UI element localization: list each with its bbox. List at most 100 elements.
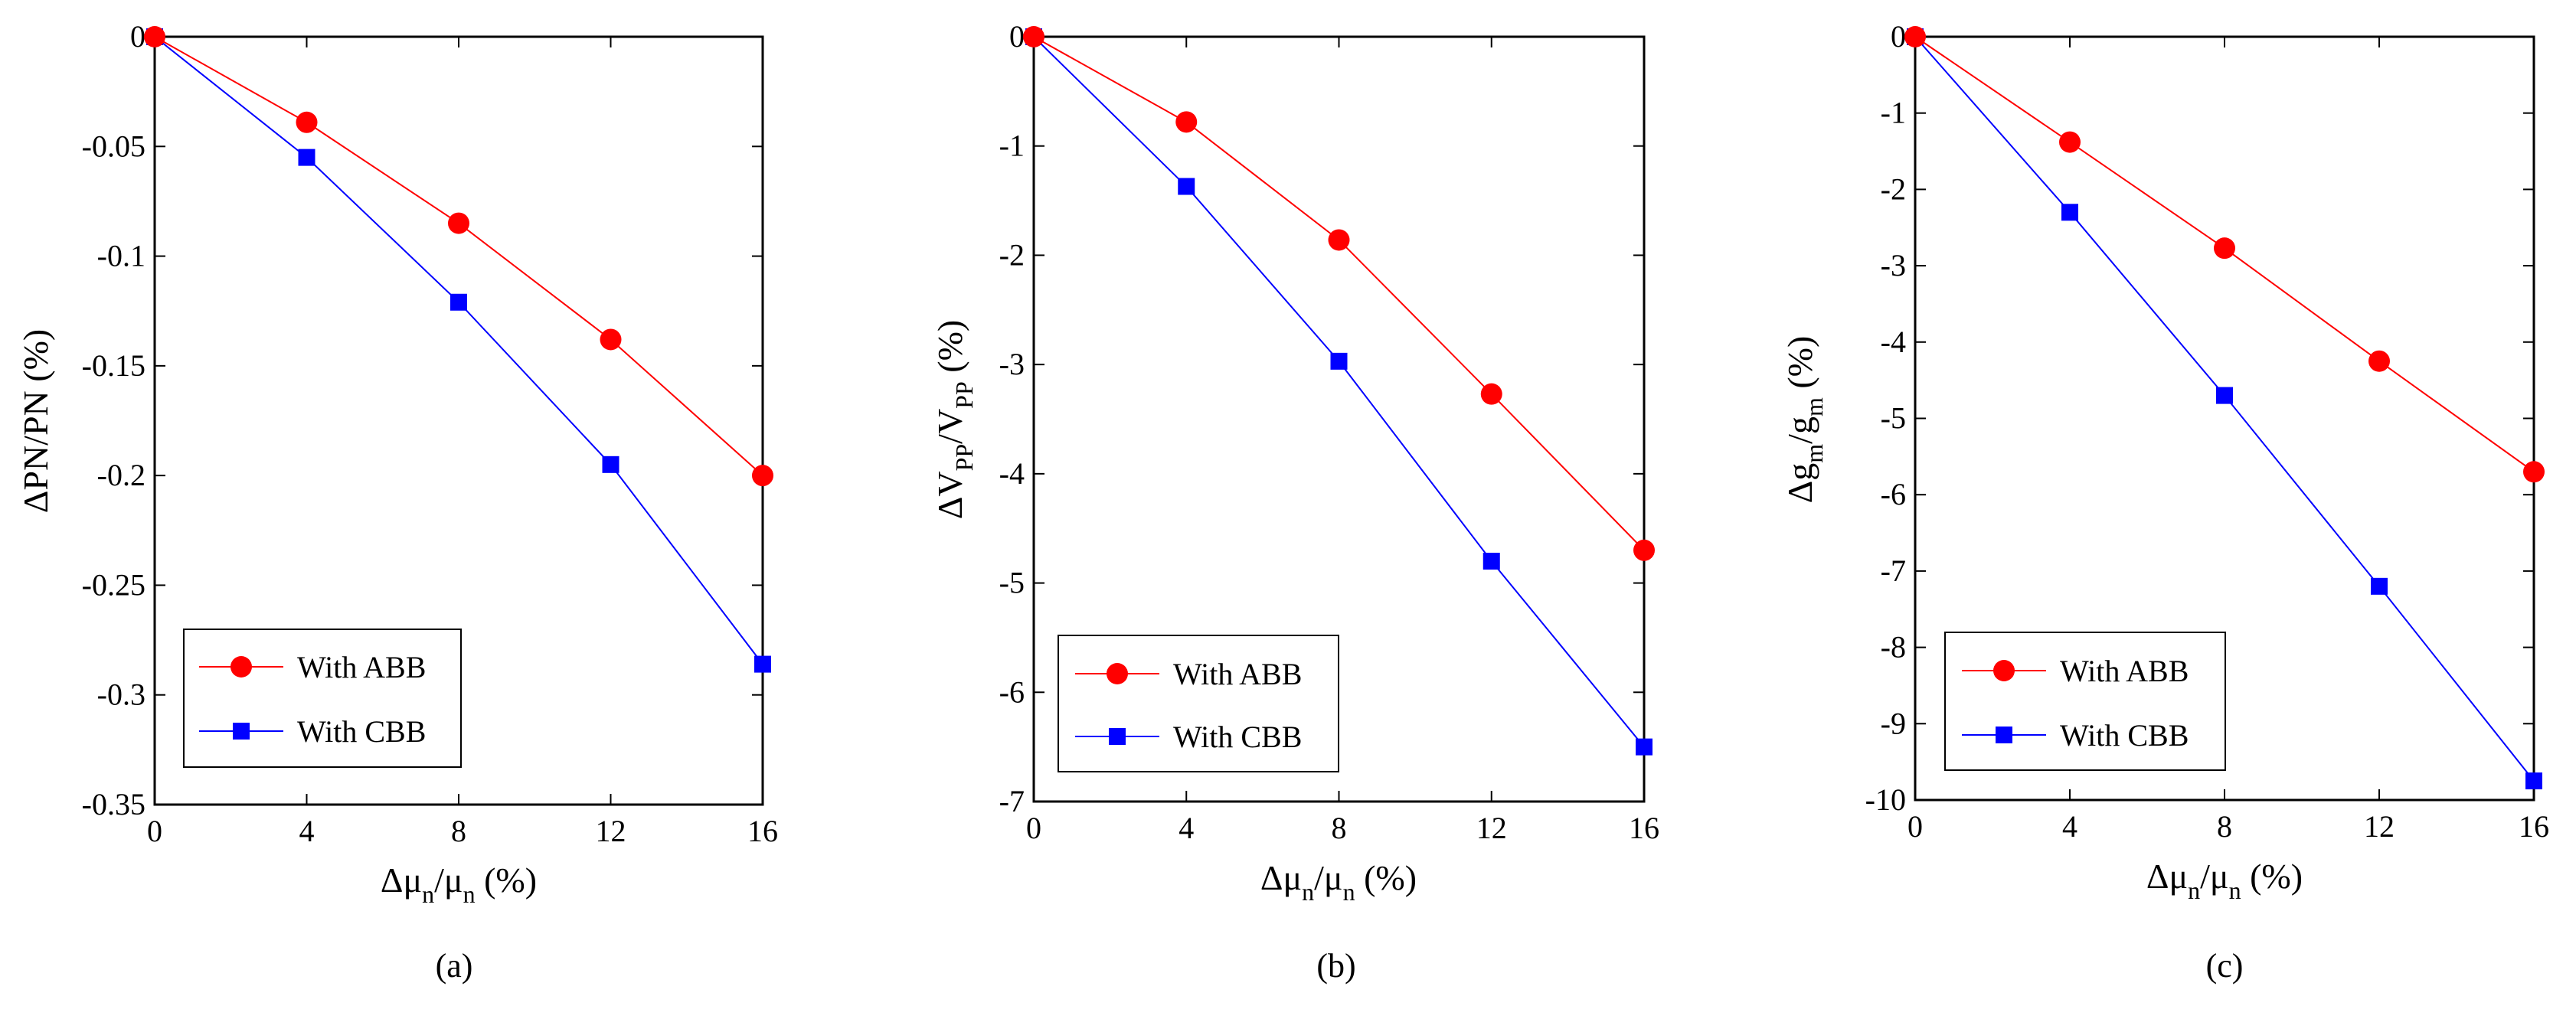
y-tick-label: -10 <box>1865 782 1906 817</box>
y-tick-label: -4 <box>1881 325 1906 359</box>
data-point-with-cbb <box>2525 772 2542 790</box>
data-point-with-abb <box>2059 131 2081 153</box>
x-tick-group-a: 0 4 8 12 16 <box>147 37 778 848</box>
data-point-with-abb <box>1175 111 1198 133</box>
x-tick-label: 8 <box>451 814 466 848</box>
x-axis-label-c: Δμn/μn (%) <box>2146 857 2303 904</box>
data-point-with-cbb <box>1483 553 1500 570</box>
series-group-b <box>1023 26 1655 756</box>
y-tick-label: -0.05 <box>82 129 145 163</box>
y-tick-label: 0 <box>1891 19 1906 54</box>
y-tick-label: -5 <box>999 566 1025 600</box>
legend-marker-cbb-a <box>233 723 250 740</box>
y-tick-label: -0.1 <box>97 239 145 273</box>
legend-box-b <box>1058 635 1339 772</box>
legend-marker-abb-c <box>1993 660 2015 681</box>
y-tick-label: 0 <box>130 19 145 54</box>
data-point-with-abb <box>1328 229 1350 251</box>
legend-marker-abb-b <box>1107 663 1128 684</box>
x-tick-label: 4 <box>299 814 315 848</box>
data-point-with-abb <box>296 111 318 133</box>
legend-marker-cbb-c <box>1996 727 2012 743</box>
series-group-a <box>144 26 773 673</box>
x-tick-label: 4 <box>1178 811 1194 845</box>
data-point-with-abb <box>2214 237 2235 260</box>
data-point-with-cbb <box>2371 577 2388 595</box>
data-point-with-cbb <box>2061 204 2078 221</box>
data-point-with-cbb <box>1330 352 1348 370</box>
data-point-with-abb <box>448 212 469 234</box>
chart-panel-b: 0 -1 -2 -3 -4 -5 -6 -7 0 4 8 12 16 ΔVPP/VPP (%) Δμn… <box>930 19 1659 985</box>
x-axis-label-b: Δμn/μn (%) <box>1260 858 1417 906</box>
y-tick-group-b: 0 -1 -2 -3 -4 -5 -6 -7 <box>999 19 1644 818</box>
x-tick-label: 0 <box>147 814 162 848</box>
y-tick-label: -3 <box>1881 248 1906 282</box>
y-tick-label: -0.2 <box>97 458 145 492</box>
y-tick-label: -1 <box>1881 96 1906 130</box>
legend-box-a <box>183 629 462 768</box>
data-point-with-cbb <box>298 149 315 166</box>
legend-label-cbb-c: With CBB <box>2060 718 2189 753</box>
legend-c: With ABB With CBB <box>1944 632 2226 771</box>
data-point-with-cbb <box>1178 178 1195 195</box>
data-point-with-abb <box>600 328 622 351</box>
caption-b: (b) <box>1316 947 1355 985</box>
x-tick-label: 8 <box>2217 809 2232 844</box>
y-tick-label: -6 <box>1881 477 1906 511</box>
x-tick-label: 16 <box>2519 809 2549 844</box>
x-tick-label: 12 <box>1476 811 1507 845</box>
legend-label-abb-b: With ABB <box>1173 657 1302 691</box>
y-axis-label-c: Δgm/gm (%) <box>1780 336 1828 504</box>
chart-panel-a: 0 -0.05 -0.1 -0.15 -0.2 -0.25 -0.3 -0.35 0 4 8 12 1… <box>16 19 778 985</box>
caption-a: (a) <box>436 947 473 985</box>
x-tick-group-c: 0 4 8 12 16 <box>1907 37 2549 844</box>
legend-marker-cbb-b <box>1109 728 1126 745</box>
legend-label-abb-c: With ABB <box>2060 654 2189 688</box>
legend-b: With ABB With CBB <box>1058 635 1339 772</box>
y-tick-label: -5 <box>1881 401 1906 436</box>
y-tick-label: -0.35 <box>82 787 145 821</box>
y-tick-group-a: 0 -0.05 -0.1 -0.15 -0.2 -0.25 -0.3 -0.35 <box>82 19 763 821</box>
legend-a: With ABB With CBB <box>183 629 462 768</box>
data-point-with-abb <box>1480 383 1502 405</box>
legend-marker-abb-a <box>230 656 252 678</box>
x-tick-label: 16 <box>747 814 778 848</box>
data-point-with-abb <box>2368 350 2390 372</box>
y-tick-label: -7 <box>999 784 1025 818</box>
y-tick-label: -1 <box>999 129 1025 163</box>
y-tick-label: -3 <box>999 347 1025 381</box>
x-tick-label: 8 <box>1332 811 1347 845</box>
data-point-with-cbb <box>754 655 771 673</box>
y-axis-label-b: ΔVPP/VPP (%) <box>930 320 978 519</box>
data-point-with-abb <box>752 465 773 487</box>
y-tick-label: -0.3 <box>97 678 145 712</box>
y-tick-label: -2 <box>999 237 1025 272</box>
legend-box-c <box>1944 632 2226 771</box>
y-tick-label: -9 <box>1881 706 1906 740</box>
data-point-with-cbb <box>450 293 467 311</box>
y-tick-label: -6 <box>999 674 1025 709</box>
data-point-with-abb <box>2523 461 2545 483</box>
y-axis-label-a: ΔPN/PN (%) <box>16 329 55 513</box>
y-tick-label: -0.25 <box>82 567 145 602</box>
data-point-with-abb <box>1023 26 1044 47</box>
y-tick-label: 0 <box>1009 19 1025 54</box>
data-point-with-abb <box>1904 26 1926 47</box>
x-tick-label: 4 <box>2062 809 2077 844</box>
legend-label-cbb-a: With CBB <box>297 714 426 749</box>
x-axis-label-a: Δμn/μn (%) <box>381 860 537 908</box>
x-tick-label: 16 <box>1629 811 1659 845</box>
data-point-with-cbb <box>602 456 619 473</box>
legend-label-abb-a: With ABB <box>297 650 426 684</box>
x-tick-label: 0 <box>1026 811 1041 845</box>
y-tick-label: -8 <box>1881 630 1906 665</box>
data-point-with-cbb <box>1636 738 1652 756</box>
data-point-with-cbb <box>2216 387 2233 404</box>
x-tick-label: 0 <box>1907 809 1923 844</box>
x-tick-group-b: 0 4 8 12 16 <box>1026 37 1659 845</box>
y-tick-label: -0.15 <box>82 348 145 383</box>
x-tick-label: 12 <box>596 814 626 848</box>
data-point-with-abb <box>144 26 165 47</box>
legend-label-cbb-b: With CBB <box>1173 720 1302 754</box>
